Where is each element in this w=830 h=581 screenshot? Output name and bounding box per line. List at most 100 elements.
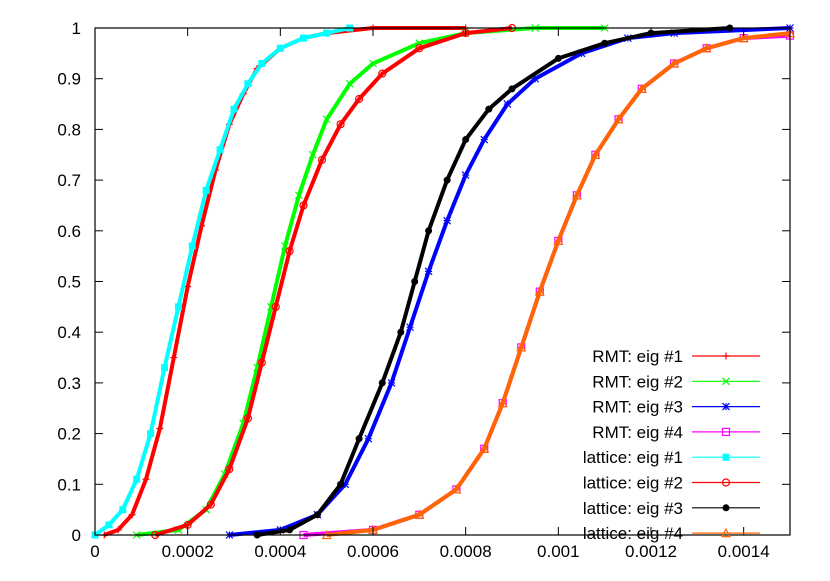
- data-point: [406, 323, 414, 332]
- legend-entry: lattice: eig #3: [583, 499, 760, 518]
- data-point: [317, 155, 327, 164]
- y-tick-label: 0.6: [57, 222, 81, 241]
- data-point: [443, 176, 451, 184]
- data-point: [257, 358, 266, 367]
- legend-marker: [722, 504, 730, 512]
- legend-entry: RMT: eig #3: [592, 398, 760, 417]
- legend-label: lattice: eig #2: [583, 474, 683, 493]
- series-6: [151, 23, 517, 540]
- data-point: [156, 425, 164, 433]
- data-point: [443, 216, 452, 225]
- legend-marker: [722, 402, 730, 411]
- data-point: [133, 475, 141, 483]
- y-tick-label: 0.1: [57, 475, 81, 494]
- y-tick-label: 0.8: [57, 120, 81, 139]
- data-point: [613, 113, 624, 124]
- legend-label: RMT: eig #4: [592, 423, 683, 442]
- legend-marker: [721, 478, 731, 487]
- data-point: [142, 475, 150, 483]
- x-tick-label: 0.0012: [625, 542, 677, 561]
- data-point: [119, 506, 127, 514]
- data-point: [128, 511, 136, 519]
- data-point: [364, 434, 373, 443]
- data-point: [425, 227, 433, 235]
- data-point: [669, 58, 680, 68]
- data-point: [554, 54, 562, 62]
- series-line: [326, 31, 791, 537]
- data-point: [271, 302, 280, 311]
- data-point: [497, 397, 508, 408]
- data-point: [577, 49, 586, 58]
- data-point: [553, 235, 564, 246]
- data-point: [369, 59, 377, 68]
- legend-entry: lattice: eig #1: [583, 448, 760, 467]
- data-point: [294, 191, 303, 200]
- legend-label: RMT: eig #1: [592, 347, 683, 366]
- data-point: [345, 79, 354, 88]
- data-point: [170, 354, 178, 362]
- data-point: [534, 286, 545, 296]
- legend-label: lattice: eig #4: [583, 524, 683, 543]
- data-point: [336, 120, 345, 129]
- data-point: [323, 29, 331, 37]
- data-point: [276, 44, 284, 52]
- y-tick-label: 0.9: [57, 70, 81, 89]
- x-tick-label: 0: [90, 542, 99, 561]
- data-point: [285, 246, 294, 256]
- x-tick-label: 0.0004: [254, 542, 306, 561]
- data-point: [286, 526, 294, 534]
- data-point: [188, 242, 196, 250]
- series-7: [253, 24, 734, 539]
- x-tick-label: 0.0008: [440, 542, 492, 561]
- legend: RMT: eig #1 RMT: eig #2 RMT: eig #3 RMT: ei…: [583, 347, 760, 543]
- data-point: [378, 379, 386, 387]
- data-point: [322, 115, 331, 124]
- data-point: [230, 105, 238, 113]
- data-point: [206, 500, 215, 509]
- data-point: [701, 43, 712, 53]
- data-point: [485, 105, 493, 113]
- data-point: [424, 267, 433, 276]
- data-point: [531, 74, 540, 83]
- data-point: [174, 303, 182, 311]
- data-point: [414, 509, 425, 519]
- legend-label: lattice: eig #1: [583, 448, 683, 467]
- data-point: [462, 136, 470, 144]
- y-tick-label: 0.5: [57, 273, 81, 292]
- legend-entry: RMT: eig #1: [592, 347, 760, 366]
- data-point: [411, 278, 419, 285]
- data-point: [590, 149, 601, 159]
- data-point: [355, 94, 364, 104]
- x-tick-label: 0.001: [537, 542, 580, 561]
- data-point: [243, 414, 252, 423]
- data-point: [355, 435, 363, 443]
- data-point: [461, 171, 470, 179]
- data-point: [480, 135, 489, 144]
- data-point: [216, 146, 224, 154]
- legend-entry: lattice: eig #2: [583, 474, 760, 493]
- legend-marker: [721, 427, 731, 436]
- legend-marker: [722, 377, 730, 386]
- y-tick-label: 0.2: [57, 425, 81, 444]
- data-point: [161, 364, 168, 372]
- x-tick-label: 0.0014: [718, 542, 770, 561]
- legend-marker: [722, 352, 730, 360]
- legend-label: RMT: eig #3: [592, 398, 683, 417]
- data-point: [508, 85, 516, 93]
- series-layer: [91, 23, 795, 540]
- y-tick-label: 0: [72, 526, 81, 545]
- data-point: [503, 100, 512, 108]
- legend-label: RMT: eig #2: [592, 372, 683, 391]
- legend-marker: [722, 453, 730, 461]
- ticks-layer: 0 0.0002 0.0004 0.0006 0.0008 0.001 0.0012 0.00…: [57, 19, 790, 561]
- data-point: [415, 44, 424, 53]
- x-tick-label: 0.0002: [162, 542, 214, 561]
- legend-entry: RMT: eig #2: [592, 372, 760, 391]
- legend-label: lattice: eig #3: [583, 499, 683, 518]
- data-point: [308, 150, 317, 159]
- data-point: [244, 80, 252, 88]
- data-point: [225, 464, 234, 474]
- data-point: [571, 190, 582, 200]
